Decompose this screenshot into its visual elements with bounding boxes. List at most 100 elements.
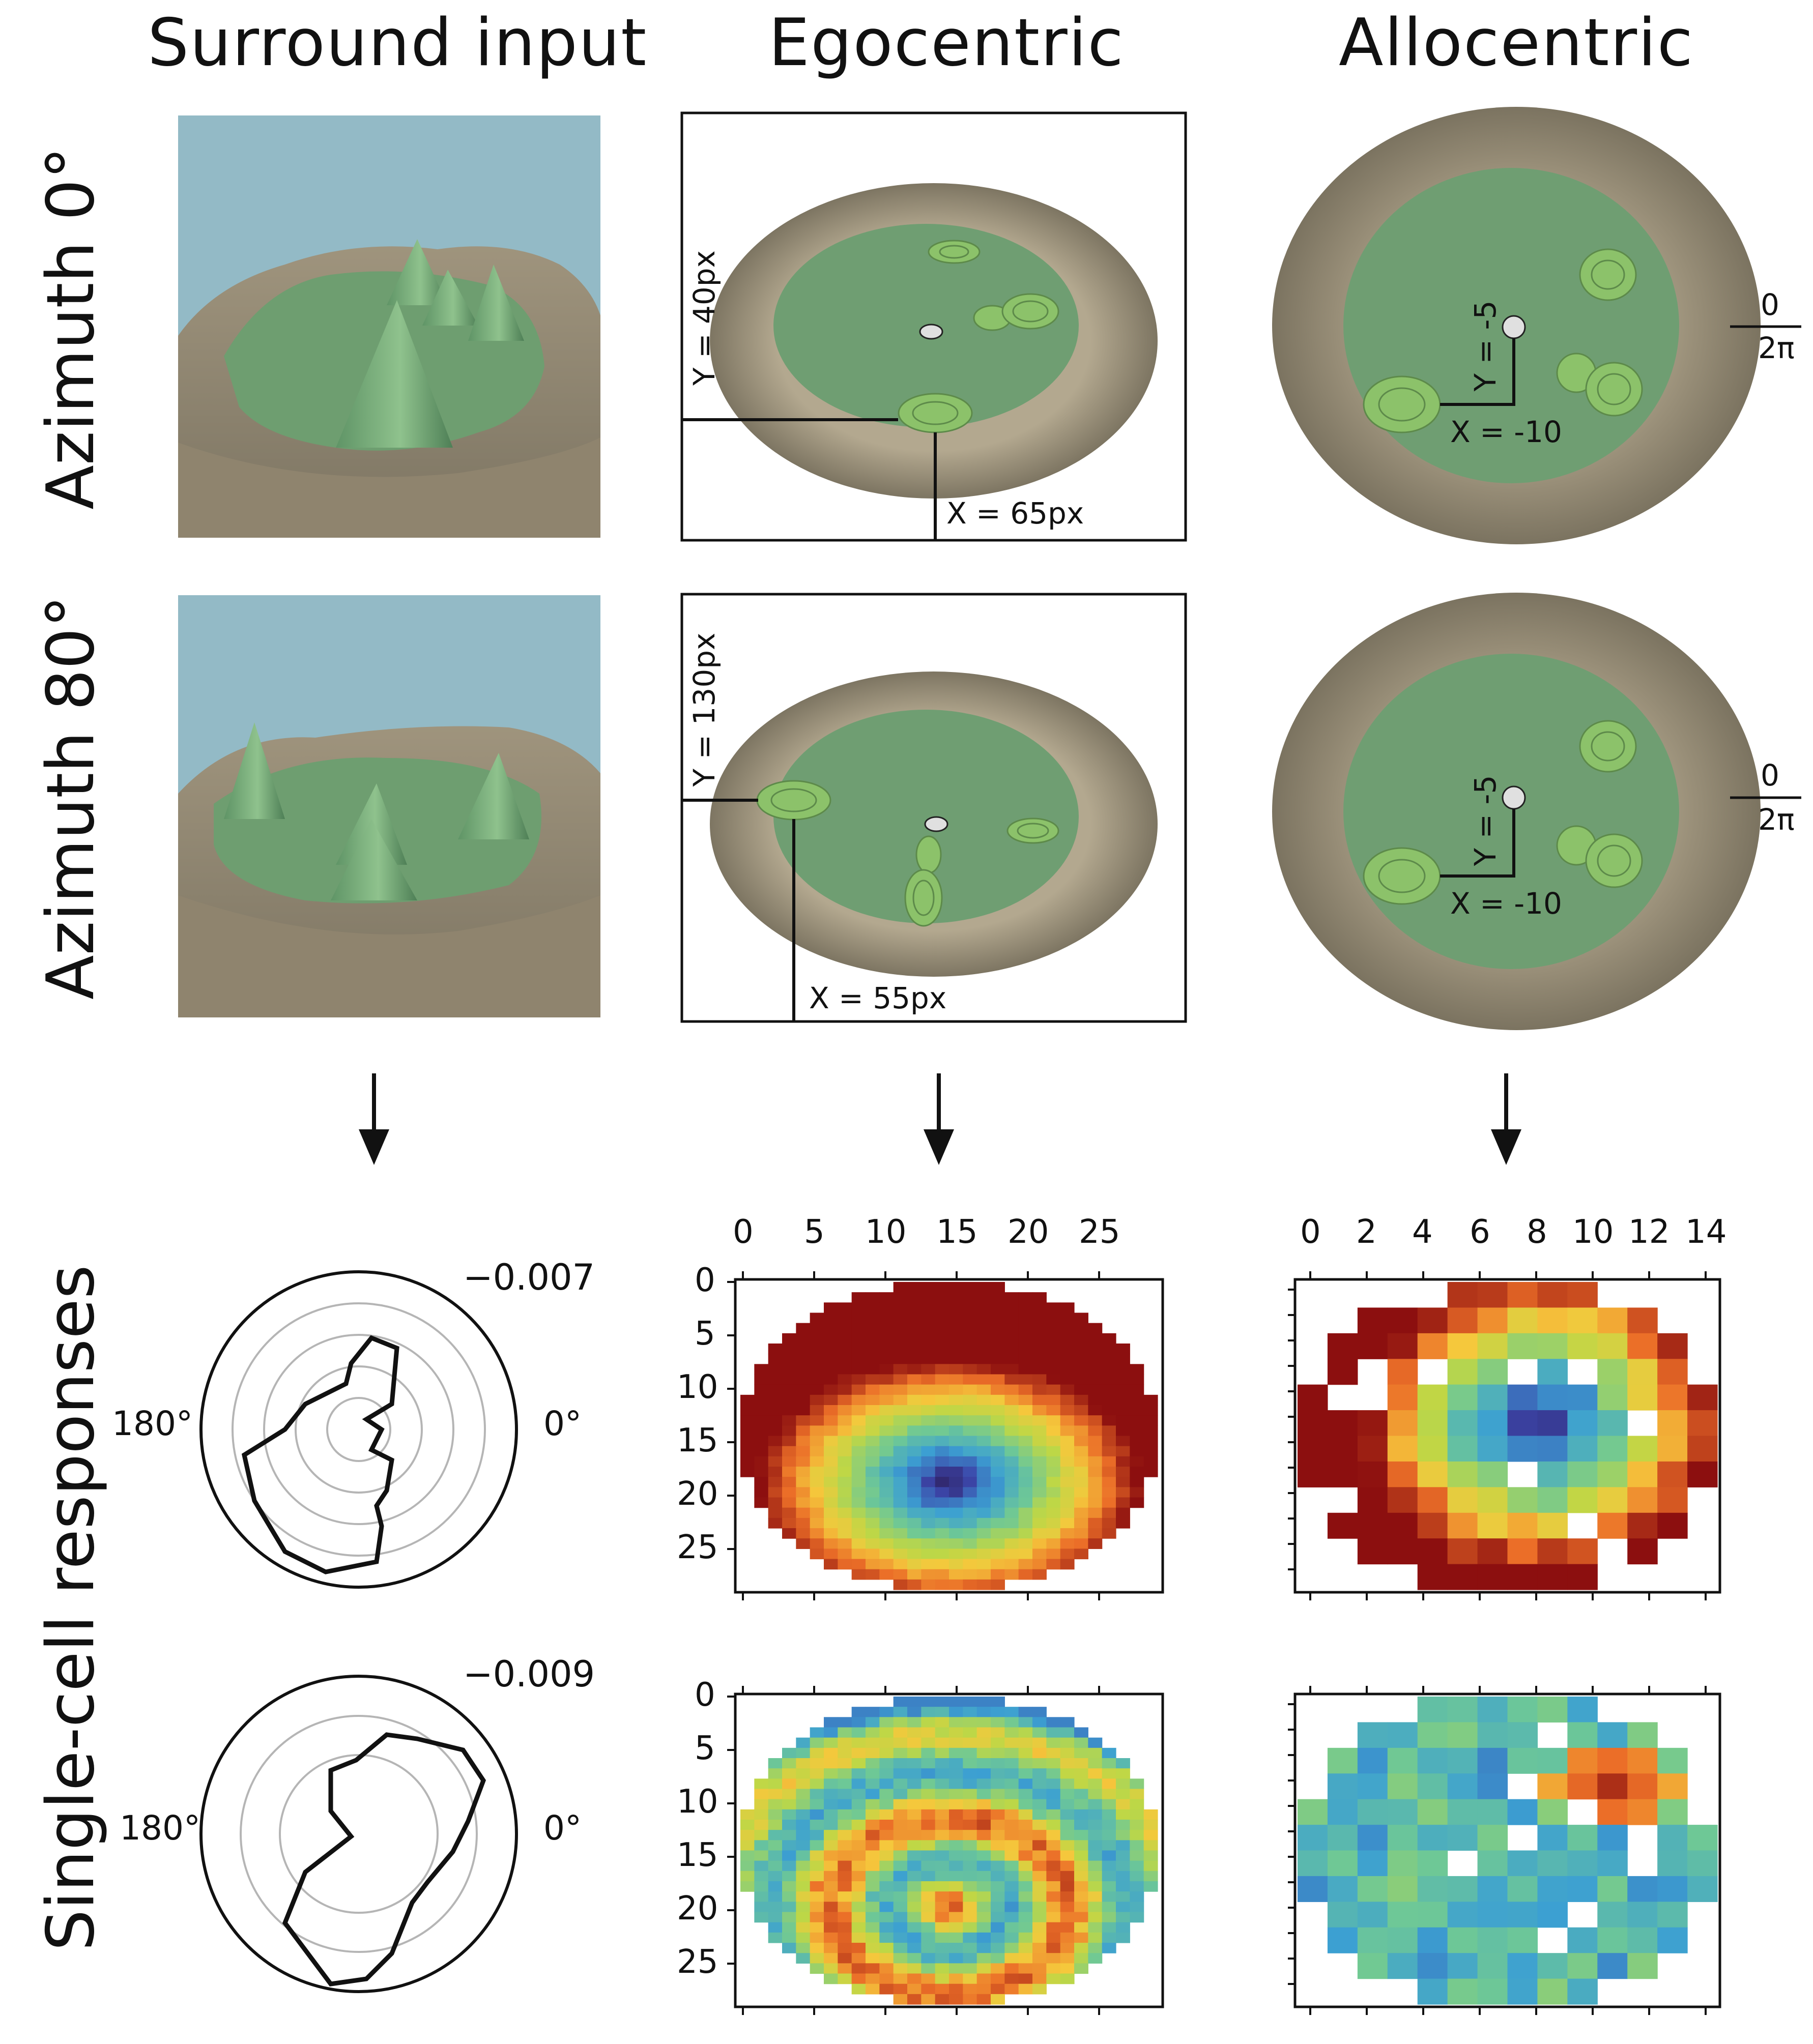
heat-cell <box>810 1364 824 1375</box>
heat-cell <box>1657 1410 1688 1437</box>
heat-cell <box>963 1364 977 1375</box>
heat-cell <box>796 1789 811 1800</box>
heat-cell <box>754 1902 769 1913</box>
heat-cell <box>782 1840 796 1851</box>
heat-cell <box>851 1809 866 1820</box>
heat-cell <box>893 1549 908 1560</box>
heat-cell <box>768 1922 783 1933</box>
heat-cell <box>879 1569 894 1580</box>
heat-cell <box>754 1364 769 1375</box>
heat-cell <box>754 1778 769 1790</box>
heat-cell <box>1088 1953 1103 1964</box>
heat-cell <box>851 1405 866 1416</box>
heat-cell <box>754 1809 769 1820</box>
heat-cell <box>851 1384 866 1395</box>
heat-cell <box>935 1312 949 1324</box>
heat-cell <box>1032 1436 1047 1447</box>
heat-cell <box>1088 1932 1103 1943</box>
heat-cell <box>1004 1768 1019 1779</box>
heat-cell <box>754 1840 769 1851</box>
heat-cell <box>782 1799 796 1810</box>
ego-y-tick: 0 <box>695 1262 715 1299</box>
heat-cell <box>907 1282 922 1293</box>
heat-cell <box>851 1737 866 1748</box>
heat-cell <box>1060 1871 1075 1882</box>
heat-cell <box>921 1891 936 1902</box>
heat-cell <box>1018 1302 1033 1313</box>
heat-cell <box>1537 1487 1568 1513</box>
heat-cell <box>1018 1799 1033 1810</box>
heat-cell <box>1018 1436 1033 1447</box>
heat-cell <box>976 1517 991 1529</box>
heat-cell <box>1004 1436 1019 1447</box>
heat-cell <box>1627 1436 1658 1462</box>
heat-cell <box>1102 1778 1116 1790</box>
heat-cell <box>838 1932 852 1943</box>
heat-cell <box>810 1374 824 1385</box>
heat-cell <box>838 1394 852 1406</box>
heat-cell <box>1074 1384 1088 1395</box>
heat-cell <box>935 1963 949 1974</box>
heat-cell <box>1387 1384 1418 1411</box>
heat-cell <box>768 1507 783 1519</box>
heat-cell <box>1018 1943 1033 1953</box>
heat-cell <box>851 1302 866 1313</box>
heat-cell <box>921 1344 936 1354</box>
heat-cell <box>1032 1881 1047 1892</box>
heat-cell <box>782 1477 796 1487</box>
heat-cell <box>1102 1943 1116 1953</box>
heat-cell <box>1102 1932 1116 1943</box>
heat-cell <box>1060 1973 1075 1984</box>
heat-cell <box>949 1446 963 1457</box>
heat-cell <box>935 1850 949 1861</box>
heat-cell <box>866 1446 880 1457</box>
heat-cell <box>838 1840 852 1851</box>
heat-cell <box>1032 1860 1047 1872</box>
heat-cell <box>963 1850 977 1861</box>
heat-cell <box>824 1830 838 1841</box>
heat-cell <box>1567 1333 1598 1359</box>
heat-cell <box>824 1415 838 1426</box>
heat-cell <box>907 1737 922 1748</box>
heat-cell <box>949 1579 963 1590</box>
heat-cell <box>963 1963 977 1974</box>
heat-cell <box>1032 1487 1047 1498</box>
heat-cell <box>1627 1461 1658 1487</box>
heat-cell <box>754 1487 769 1498</box>
heat-cell <box>1567 1927 1598 1953</box>
heat-cell <box>1004 1758 1019 1769</box>
heat-cell <box>976 1569 991 1580</box>
heat-cell <box>1046 1549 1061 1560</box>
heat-cell <box>754 1860 769 1872</box>
heat-cell <box>935 1354 949 1364</box>
heat-cell <box>1116 1507 1130 1519</box>
heat-cell <box>1018 1830 1033 1841</box>
heat-cell <box>1004 1528 1019 1539</box>
heat-cell <box>893 1487 908 1498</box>
heat-cell <box>921 1467 936 1477</box>
heat-cell <box>1088 1902 1103 1913</box>
heat-cell <box>907 1809 922 1820</box>
heat-cell <box>824 1820 838 1830</box>
heat-cell <box>1046 1384 1061 1395</box>
heat-cell <box>824 1374 838 1385</box>
heat-cell <box>796 1737 811 1748</box>
heat-cell <box>935 1425 949 1437</box>
heat-cell <box>740 1446 755 1457</box>
heat-cell <box>1018 1983 1033 1995</box>
heat-cell <box>1116 1809 1130 1820</box>
heat-cell <box>754 1446 769 1457</box>
heat-cell <box>1074 1456 1088 1467</box>
heat-cell <box>866 1302 880 1313</box>
heat-cell <box>796 1415 811 1426</box>
heat-cell <box>782 1384 796 1395</box>
heat-cell <box>851 1354 866 1364</box>
heat-cell <box>1627 1773 1658 1800</box>
heat-cell <box>768 1891 783 1902</box>
heat-cell <box>893 1707 908 1717</box>
heat-cell <box>1327 1902 1358 1928</box>
heat-cell <box>921 1446 936 1457</box>
heat-cell <box>907 1559 922 1570</box>
heat-cell <box>851 1871 866 1882</box>
heat-cell <box>1074 1415 1088 1426</box>
